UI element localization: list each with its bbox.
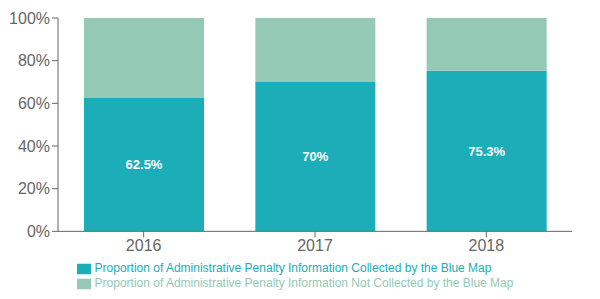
svg-text:70%: 70% [302,149,328,164]
html-text:Proportion of Administrative P: Proportion of Administrative Penalty Inf… [94,276,514,291]
svg-text:100%: 100% [9,10,50,27]
svg-text:75.3%: 75.3% [468,144,505,159]
svg-text:2016: 2016 [126,237,162,254]
svg-text:20%: 20% [18,180,50,197]
svg-text:2018: 2018 [469,237,505,254]
svg-text:2017: 2017 [297,237,333,254]
svg-text:0%: 0% [27,223,50,240]
svg-text:60%: 60% [18,95,50,112]
html-text:Proportion of Administrative P: Proportion of Administrative Penalty Inf… [94,261,492,276]
svg-text:62.5%: 62.5% [126,157,163,172]
svg-text:40%: 40% [18,138,50,155]
svg-text:80%: 80% [18,52,50,69]
